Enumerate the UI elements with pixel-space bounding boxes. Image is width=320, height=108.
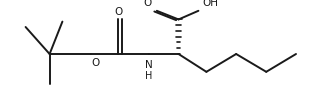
- Text: OH: OH: [203, 0, 219, 8]
- Text: O: O: [91, 58, 99, 68]
- Text: N: N: [145, 60, 153, 70]
- Text: O: O: [144, 0, 152, 8]
- Text: O: O: [114, 7, 123, 17]
- Text: H: H: [145, 71, 153, 81]
